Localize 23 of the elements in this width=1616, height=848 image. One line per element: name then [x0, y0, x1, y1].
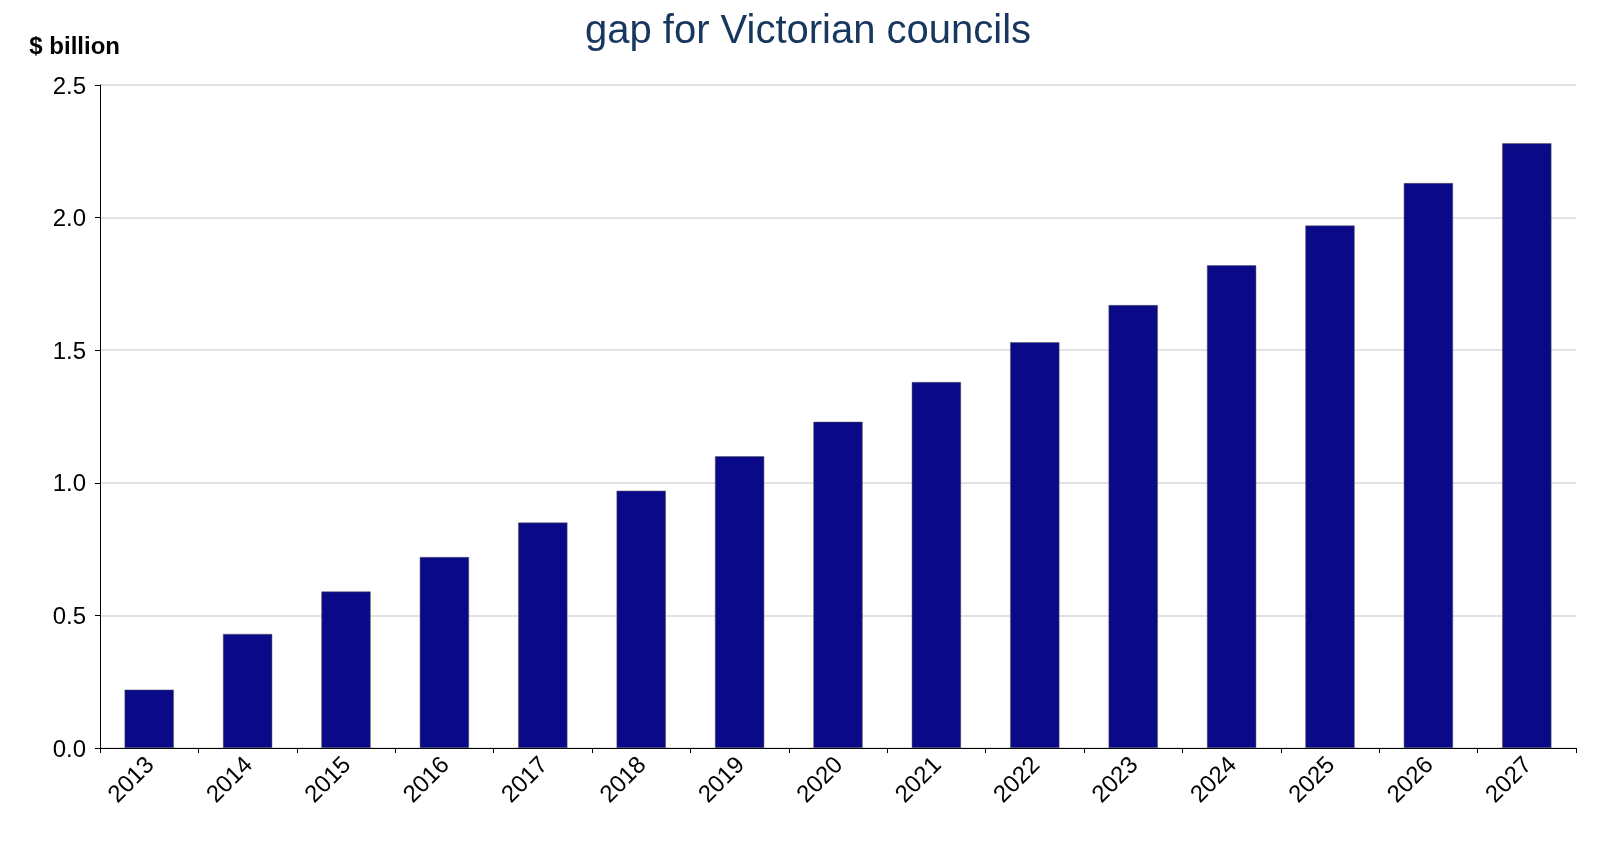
- bar: [911, 382, 961, 748]
- bar: [1305, 225, 1355, 748]
- bar: [1403, 183, 1453, 748]
- y-tick-label: 2.5: [52, 71, 86, 99]
- y-tick-label: 1.5: [52, 336, 86, 364]
- bar: [616, 490, 666, 748]
- y-axis-title: $ billion: [29, 31, 120, 59]
- bar: [1502, 143, 1552, 748]
- y-tick-label: 2.0: [52, 204, 86, 232]
- bar: [321, 591, 371, 748]
- bar: [223, 633, 273, 748]
- bar: [518, 522, 568, 748]
- y-tick-label: 0.0: [52, 734, 86, 762]
- bar: [419, 557, 469, 748]
- bar: [1207, 265, 1257, 748]
- bar: [124, 689, 174, 748]
- y-tick-label: 1.0: [52, 469, 86, 497]
- bar: [715, 456, 765, 748]
- chart-title: gap for Victorian councils: [584, 7, 1032, 51]
- bar: [1108, 305, 1158, 748]
- y-tick-label: 0.5: [52, 601, 86, 629]
- bar: [813, 421, 863, 748]
- bar: [1010, 342, 1060, 748]
